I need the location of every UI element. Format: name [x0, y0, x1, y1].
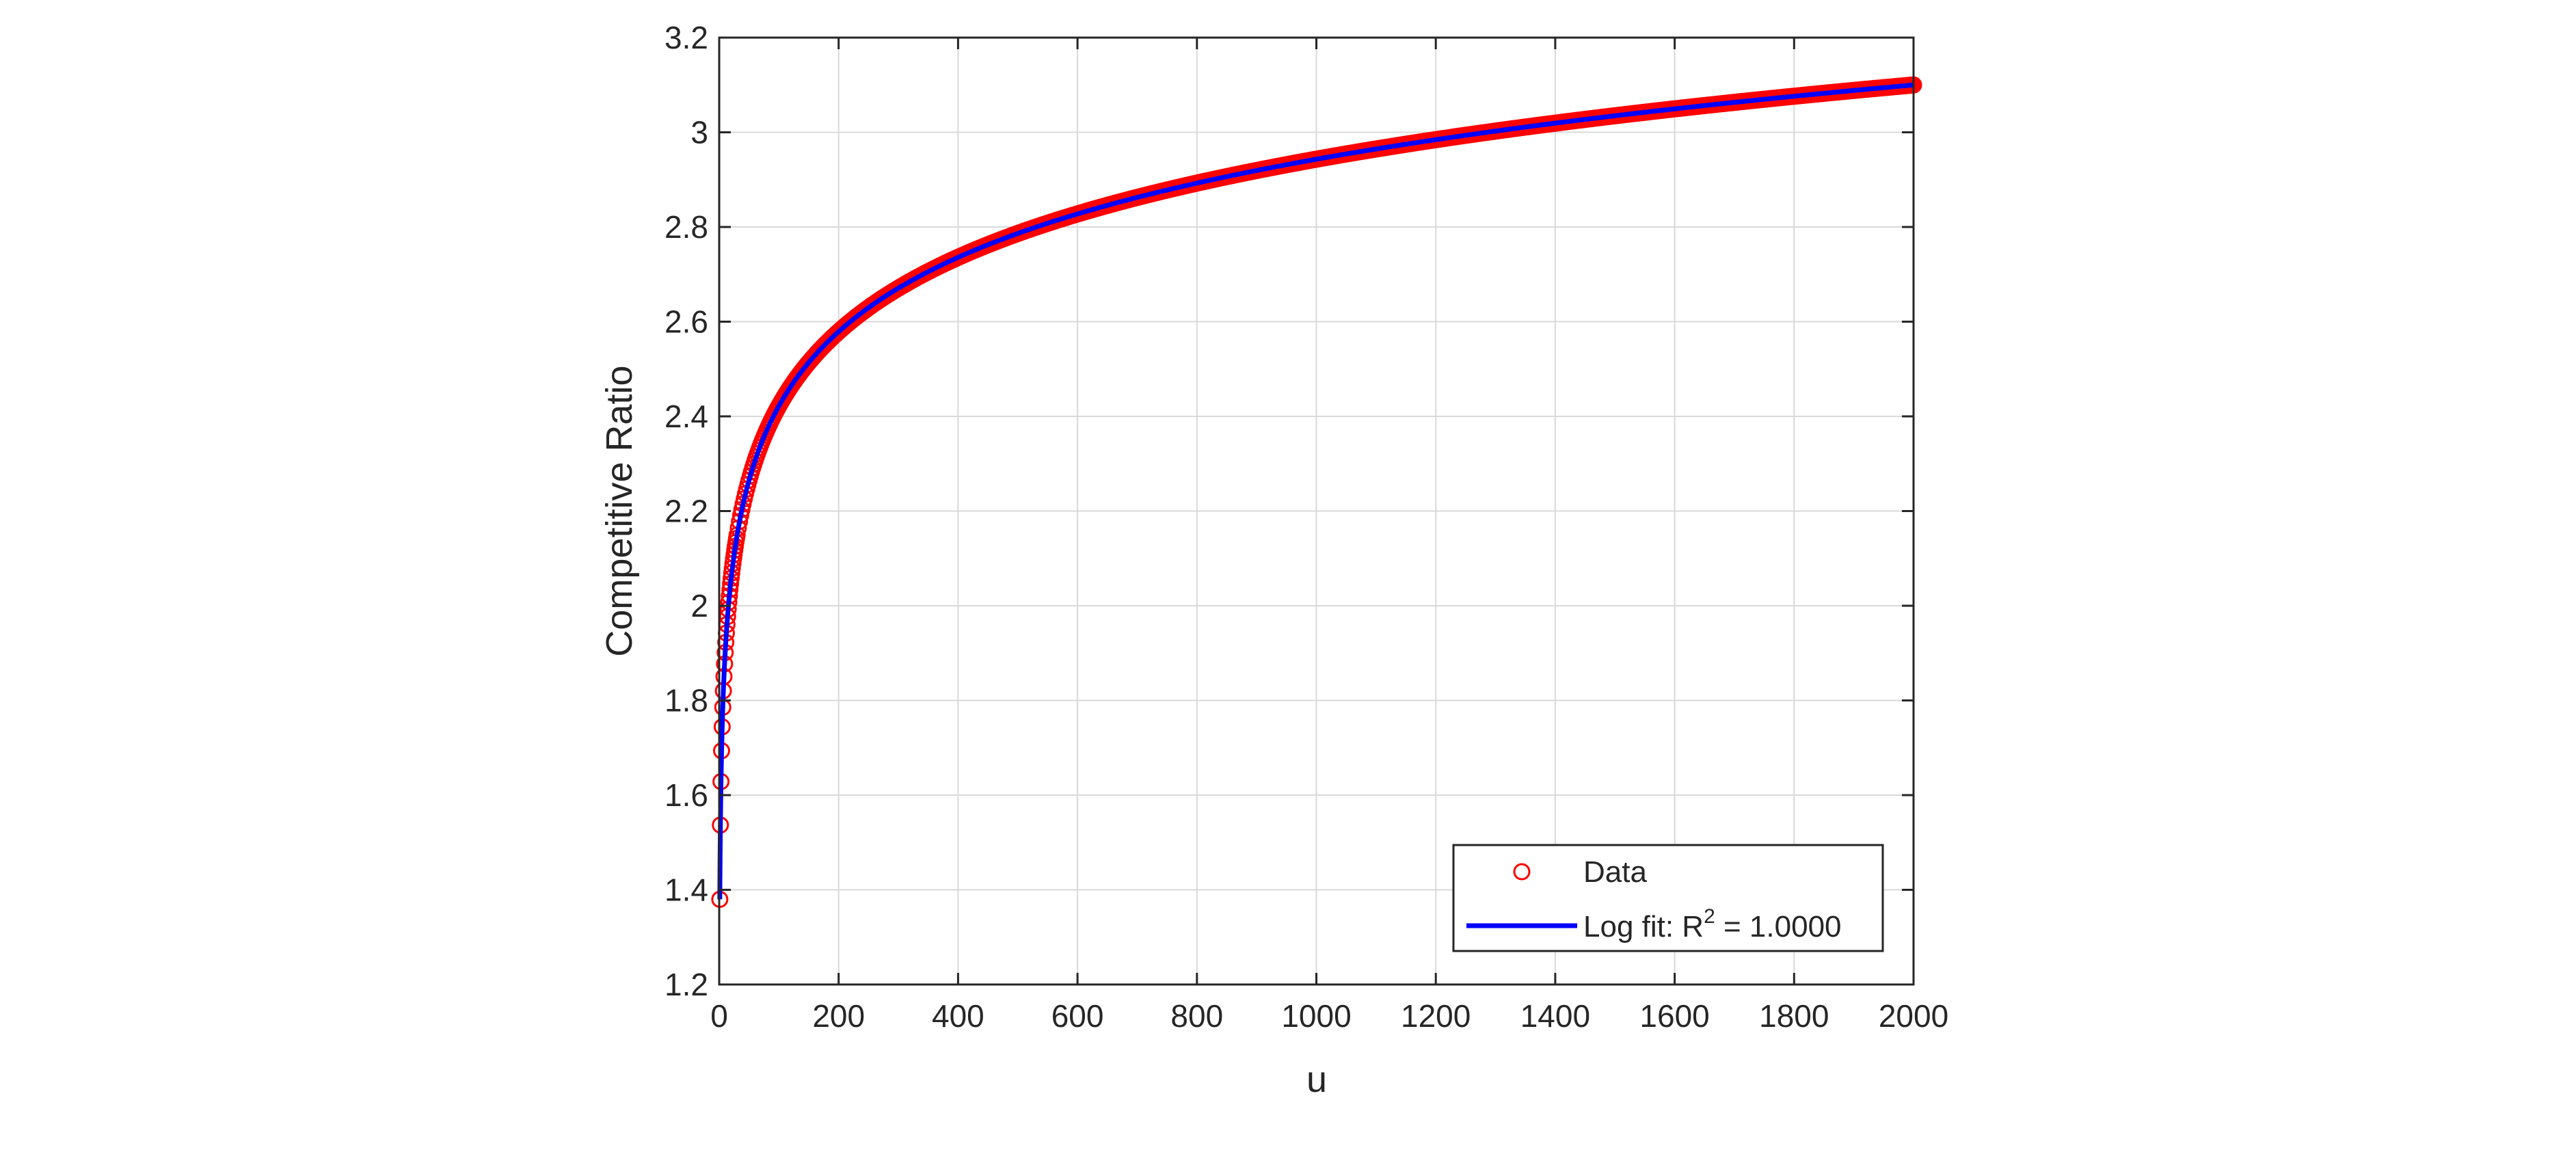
y-tick-label: 1.8: [665, 683, 708, 719]
x-tick-label: 1000: [1281, 998, 1351, 1034]
legend-data-marker: [1513, 863, 1531, 881]
tick-labels: 0 200 400 600 800 1000 1200 1400 1600 1800 2000 1.2…: [665, 20, 1948, 1034]
legend: Data Log fit: R2 = 1.0000: [1452, 844, 1884, 952]
legend-fit-label-superscript: 2: [1704, 905, 1715, 928]
legend-fit-label-main: Log fit: R: [1583, 910, 1704, 943]
x-tick-label: 0: [710, 998, 728, 1034]
x-tick-label: 1600: [1639, 998, 1709, 1034]
y-tick-label: 3.2: [665, 20, 708, 55]
grid: [719, 38, 1914, 985]
x-tick-label: 2000: [1879, 998, 1948, 1034]
x-tick-label: 1800: [1759, 998, 1829, 1034]
y-axis-title: Competitive Ratio: [599, 365, 640, 656]
fit-line-series: [717, 82, 1914, 900]
x-tick-label: 400: [932, 998, 984, 1034]
log-fit-line: [717, 82, 1914, 900]
x-axis-title: u: [1306, 1059, 1327, 1100]
axes: [718, 36, 1915, 986]
y-tick-label: 1.4: [665, 872, 708, 908]
y-tick-label: 2.2: [665, 494, 708, 529]
x-tick-label: 200: [812, 998, 865, 1034]
x-tick-label: 800: [1170, 998, 1223, 1034]
x-tick-label: 600: [1051, 998, 1104, 1034]
y-tick-label: 2.6: [665, 304, 708, 340]
legend-fit-label-suffix: = 1.0000: [1715, 910, 1842, 943]
x-tick-label: 1200: [1401, 998, 1471, 1034]
y-tick-label: 2: [690, 588, 708, 624]
legend-box: [1452, 844, 1884, 952]
y-tick-label: 2.4: [665, 399, 708, 434]
legend-fit-label: Log fit: R2 = 1.0000: [1583, 905, 1842, 943]
legend-data-label: Data: [1583, 855, 1647, 889]
x-tick-label: 1400: [1520, 998, 1590, 1034]
y-tick-label: 2.8: [665, 209, 708, 245]
y-tick-label: 3: [690, 115, 708, 150]
y-tick-label: 1.6: [665, 777, 708, 813]
y-tick-label: 1.2: [665, 967, 708, 1002]
